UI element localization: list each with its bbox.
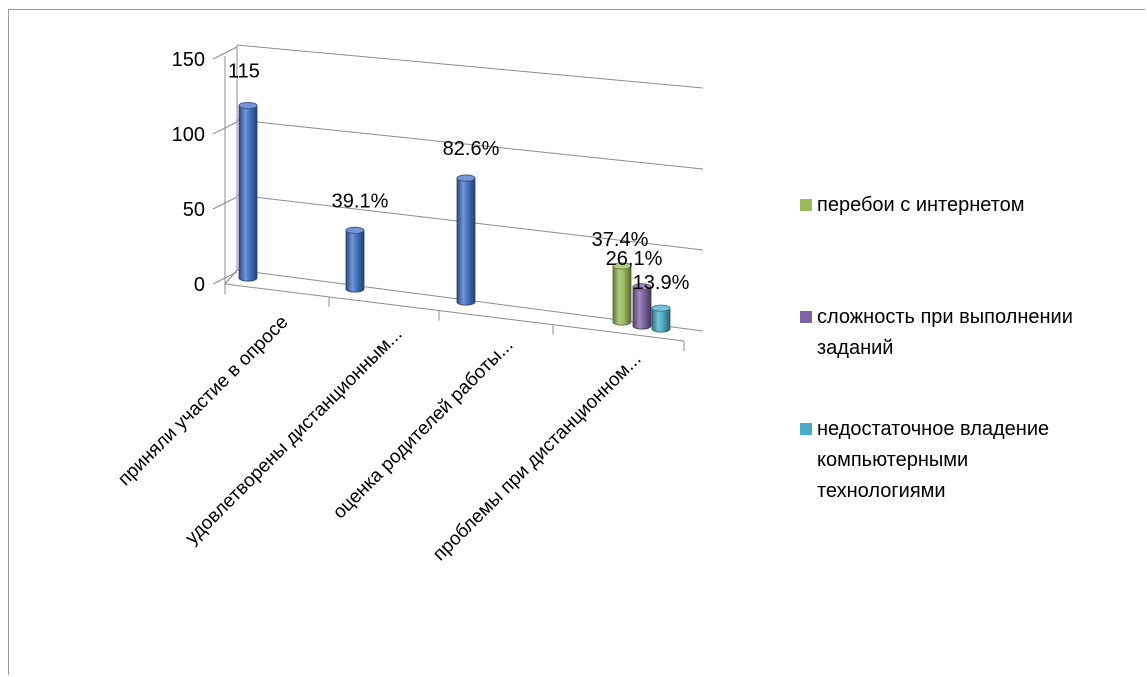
- gridline: [236, 119, 704, 170]
- legend-item-computer-skills: недостаточное владение компьютерными техно…: [800, 414, 1140, 507]
- chart-frame: [8, 9, 1145, 675]
- bar-problem-1: [612, 265, 632, 326]
- legend-item-internet: перебои с интернетом: [800, 190, 1140, 221]
- y-tick: [212, 121, 238, 135]
- legend-swatch: [800, 199, 812, 211]
- y-tick: [212, 271, 238, 285]
- y-tick-label: 150: [172, 49, 205, 71]
- legend-item-tasks: сложность при выполнении заданий: [800, 302, 1140, 364]
- bar-3: [456, 177, 476, 306]
- y-tick: [212, 46, 238, 60]
- x-axis: [224, 283, 685, 342]
- bar-problem-2: [632, 286, 652, 330]
- bar-1-top: [238, 101, 258, 110]
- data-label: 13.9%: [633, 272, 690, 294]
- bar-2-top: [345, 226, 365, 234]
- legend-label: сложность при выполнении заданий: [817, 306, 1073, 359]
- legend-label: перебои с интернетом: [817, 194, 1025, 216]
- data-label: 26,1%: [606, 248, 663, 270]
- bar-problem-3: [651, 307, 671, 333]
- bar-problem-3-top: [651, 304, 671, 312]
- bar-problem-2-top: [632, 283, 652, 291]
- bar-1: [238, 105, 258, 282]
- legend-swatch: [800, 311, 812, 323]
- data-label: 115: [228, 61, 260, 83]
- y-tick-label: 50: [183, 199, 205, 221]
- bar-3-top: [456, 174, 476, 182]
- bar-problem-1-top: [612, 262, 632, 270]
- floor-edge: [224, 269, 238, 285]
- data-label: 82.6%: [443, 138, 500, 160]
- category-label: удовлетворены дистанционным...: [181, 324, 406, 549]
- gridline: [236, 44, 704, 89]
- y-tick-label: 0: [194, 274, 205, 296]
- legend-swatch: [800, 423, 812, 435]
- data-label: 37.4%: [592, 229, 649, 251]
- y-tick: [212, 196, 238, 210]
- legend-label: недостаточное владение компьютерными техно…: [817, 418, 1050, 502]
- y-tick-label: 100: [172, 124, 205, 146]
- data-label: 39.1%: [332, 190, 389, 212]
- bar-2: [345, 229, 365, 293]
